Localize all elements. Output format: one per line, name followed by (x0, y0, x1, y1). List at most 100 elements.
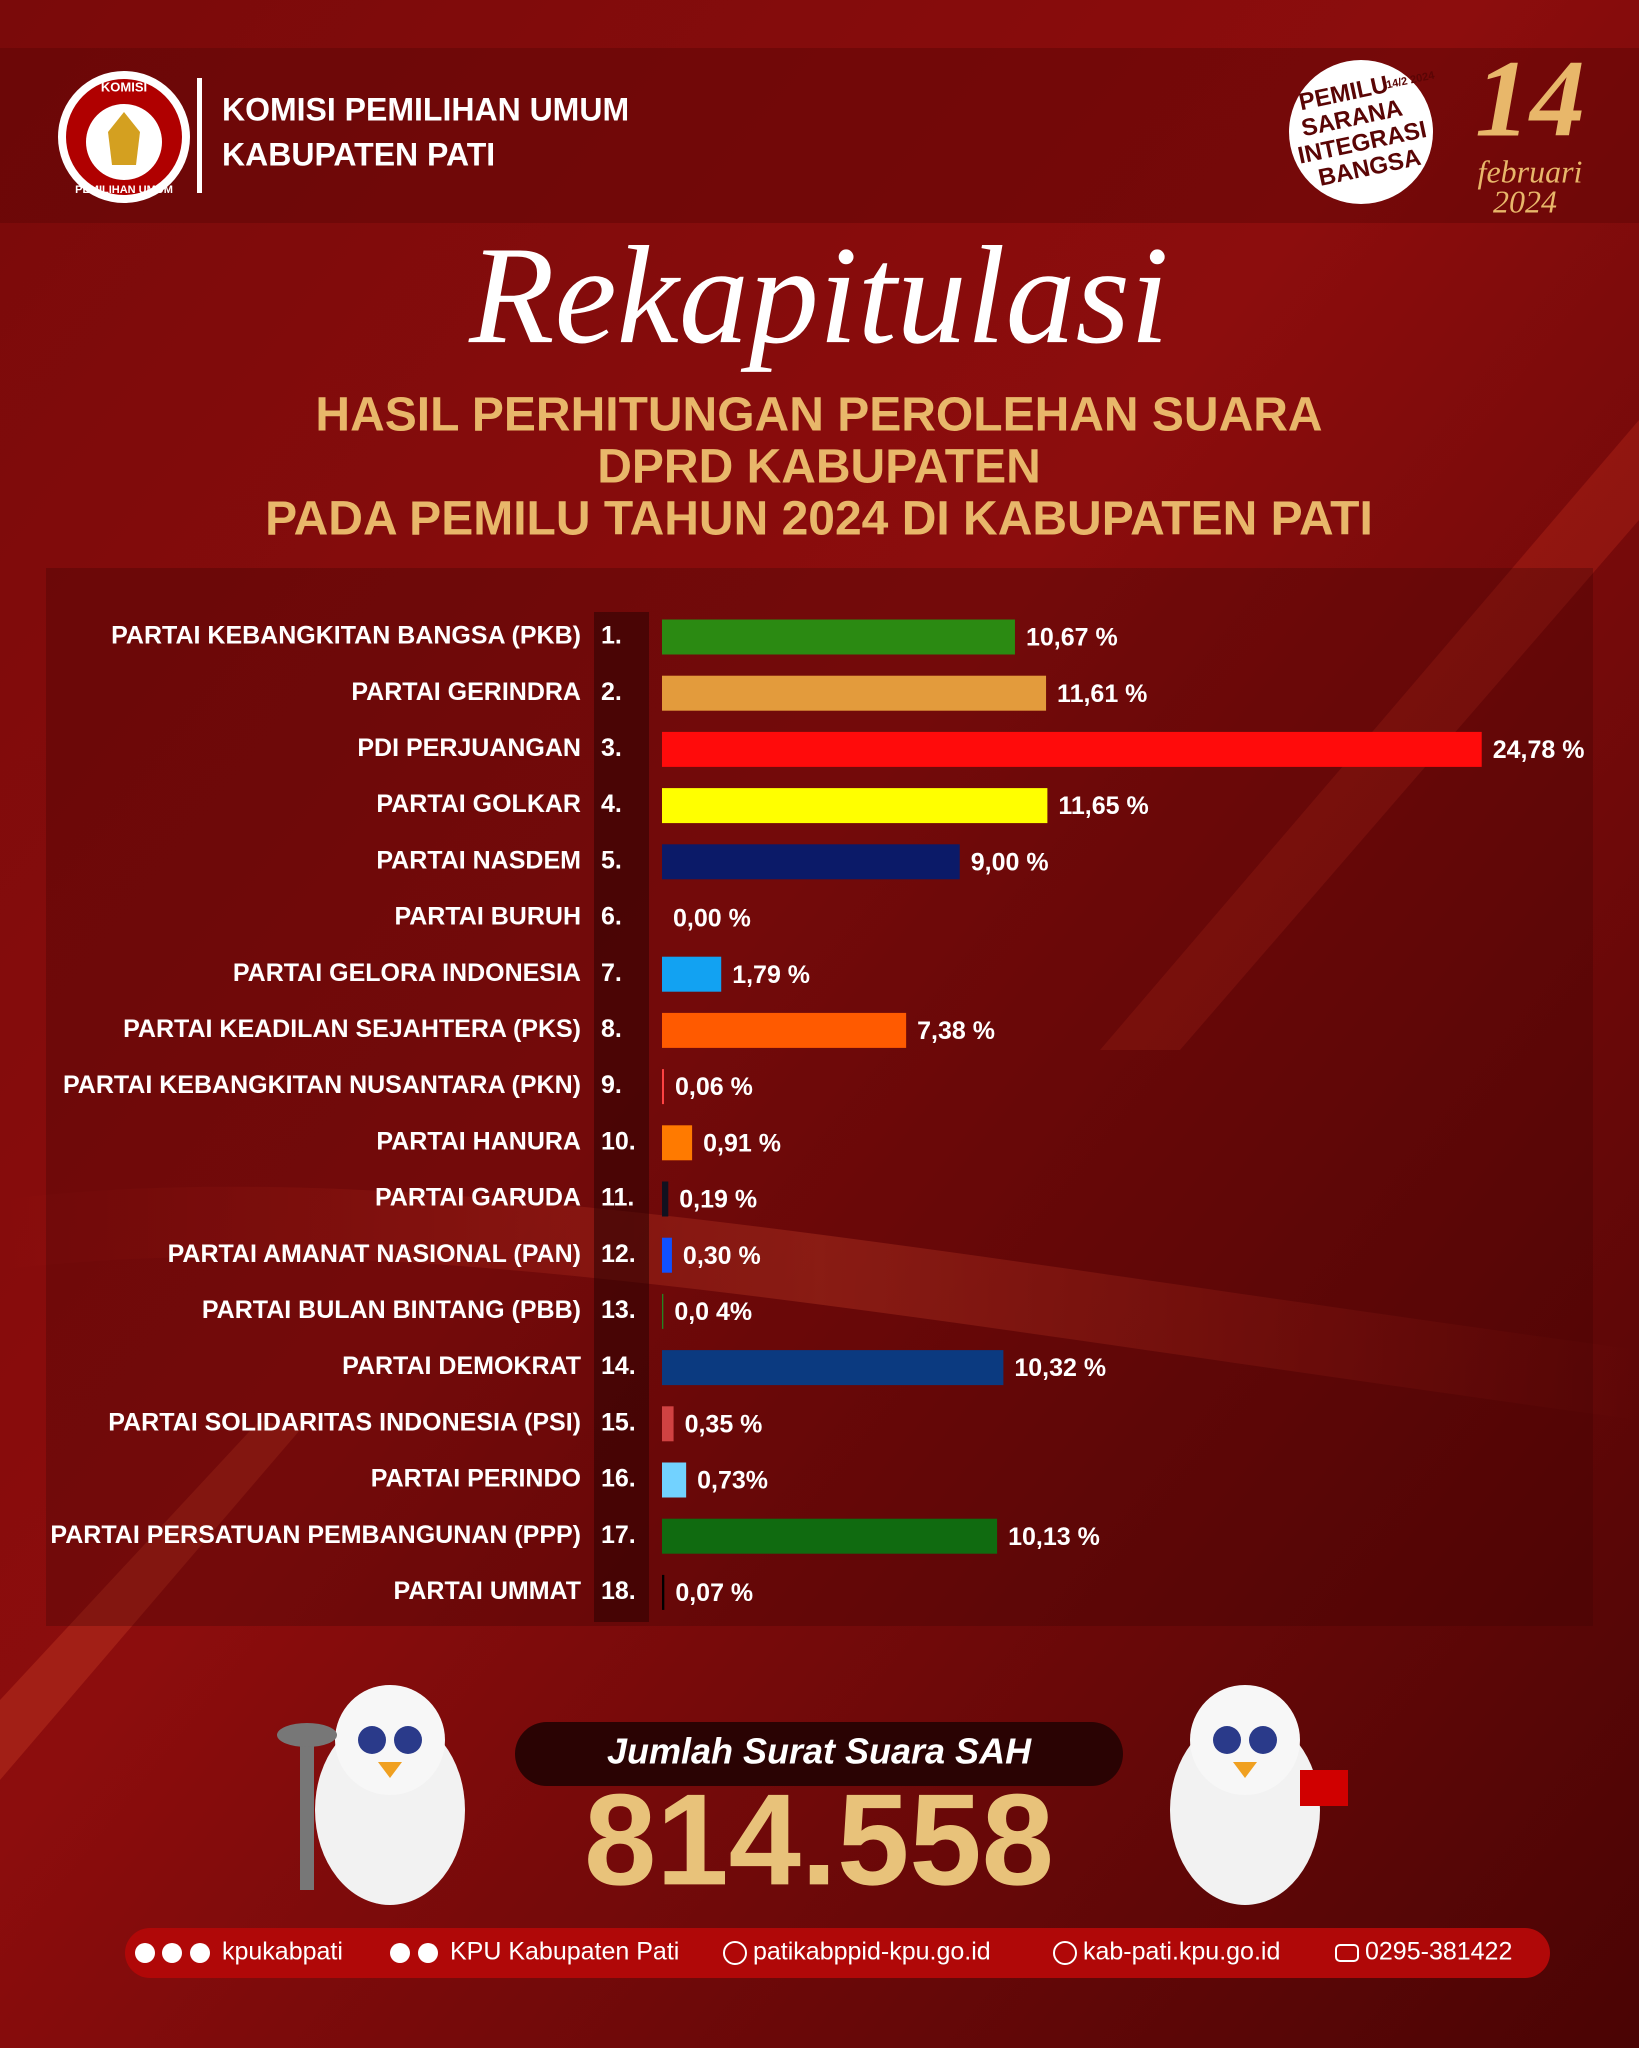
value-label: 11,61 % (1057, 680, 1147, 708)
category-label: PARTAI BURUH (394, 903, 581, 931)
category-label: PARTAI BULAN BINTANG (PBB) (202, 1296, 581, 1324)
value-label: 0,00 % (673, 905, 751, 933)
category-label: PARTAI GOLKAR (376, 790, 581, 818)
footer-bar (125, 1928, 1550, 1978)
value-label: 10,32 % (1014, 1354, 1106, 1382)
value-label: 0,91 % (703, 1129, 781, 1157)
total-pill (515, 1722, 1123, 1786)
footer-text: kpukabpati (222, 1938, 343, 1966)
rank-label: 3. (601, 734, 622, 762)
category-label: PARTAI GELORA INDONESIA (233, 959, 581, 987)
value-label: 0,73% (697, 1467, 768, 1495)
decor-sweep (0, 1186, 1639, 1420)
rank-label: 2. (601, 678, 622, 706)
rank-label: 16. (601, 1465, 636, 1493)
category-label: PARTAI GERINDRA (351, 678, 581, 706)
category-label: PARTAI KEADILAN SEJAHTERA (PKS) (123, 1015, 581, 1043)
category-label: PARTAI UMMAT (394, 1577, 581, 1605)
rank-label: 5. (601, 846, 622, 874)
category-label: PARTAI DEMOKRAT (342, 1352, 581, 1380)
category-label: PARTAI KEBANGKITAN NUSANTARA (PKN) (63, 1071, 581, 1099)
category-label: PDI PERJUANGAN (357, 734, 581, 762)
date-month: februari (1478, 153, 1583, 189)
footer-icons (135, 1941, 1359, 1965)
footer-text: 0295-381422 (1365, 1938, 1512, 1966)
date-year: 2024 (1493, 183, 1557, 219)
bar (662, 1293, 664, 1329)
bar-chart: PARTAI KEBANGKITAN BANGSA (PKB) 1. 10,67 %… (50, 619, 1585, 1610)
rank-label: 10. (601, 1127, 636, 1155)
rank-column (594, 612, 649, 1622)
rank-label: 6. (601, 903, 622, 931)
bar (662, 619, 1015, 655)
bar (662, 956, 722, 992)
mascot-left (277, 1685, 465, 1905)
bar (662, 1462, 687, 1498)
rank-label: 11. (601, 1184, 634, 1212)
category-label: PARTAI SOLIDARITAS INDONESIA (PSI) (108, 1408, 581, 1436)
org-name: KOMISI PEMILIHAN UMUM (222, 91, 629, 127)
bar (662, 1574, 665, 1610)
rank-label: 13. (601, 1296, 636, 1324)
decor-beam (0, 1420, 300, 1780)
rank-label: 9. (601, 1071, 622, 1099)
bar (662, 1069, 664, 1105)
bar (662, 1518, 998, 1554)
date-day: 14 (1475, 37, 1585, 159)
footer-text: kab-pati.kpu.go.id (1083, 1938, 1280, 1966)
rank-label: 7. (601, 959, 622, 987)
value-label: 9,00 % (971, 848, 1049, 876)
bar (662, 1237, 672, 1273)
value-label: 0,0 4% (674, 1298, 752, 1326)
bar (662, 675, 1047, 711)
title: Rekapitulasi (468, 218, 1169, 373)
rank-label: 4. (601, 790, 622, 818)
rank-label: 17. (601, 1521, 636, 1549)
value-label: 0,30 % (683, 1242, 761, 1270)
bar (662, 1012, 907, 1048)
total-value: 814.558 (584, 1766, 1054, 1912)
value-label: 0,35 % (685, 1410, 763, 1438)
logo-emblem (108, 112, 140, 165)
logo-text: KOMISI (101, 79, 147, 94)
rank-label: 14. (601, 1352, 636, 1380)
rank-label: 8. (601, 1015, 622, 1043)
category-label: PARTAI PERINDO (371, 1465, 581, 1493)
badge (1289, 60, 1433, 204)
bar (662, 731, 1482, 767)
value-label: 10,13 % (1008, 1523, 1100, 1551)
divider (197, 78, 202, 193)
value-label: 10,67 % (1026, 624, 1118, 652)
mascot-right (1170, 1685, 1348, 1905)
org-name: KABUPATEN PATI (222, 136, 495, 172)
category-label: PARTAI HANURA (376, 1127, 581, 1155)
category-label: PARTAI GARUDA (375, 1184, 581, 1212)
value-label: 1,79 % (732, 961, 810, 989)
bar (662, 788, 1048, 824)
value-label: 11,65 % (1058, 792, 1148, 820)
category-label: PARTAI PERSATUAN PEMBANGUNAN (PPP) (50, 1521, 581, 1549)
category-label: PARTAI KEBANGKITAN BANGSA (PKB) (111, 622, 581, 650)
rank-label: 15. (601, 1408, 636, 1436)
value-label: 0,07 % (675, 1579, 753, 1607)
value-label: 7,38 % (917, 1017, 995, 1045)
category-label: PARTAI NASDEM (376, 846, 581, 874)
rank-label: 12. (601, 1240, 636, 1268)
rank-label: 18. (601, 1577, 636, 1605)
footer-text: patikabppid-kpu.go.id (753, 1938, 991, 1966)
bar (662, 844, 960, 880)
footer-text: KPU Kabupaten Pati (450, 1938, 679, 1966)
subtitle: HASIL PERHITUNGAN PEROLEHAN SUARA (315, 389, 1322, 442)
category-label: PARTAI AMANAT NASIONAL (PAN) (168, 1240, 581, 1268)
value-label: 0,19 % (679, 1186, 757, 1214)
bar (662, 1350, 1004, 1386)
bar (662, 1406, 674, 1442)
bar (662, 1181, 669, 1217)
rank-label: 1. (601, 622, 622, 650)
value-label: 0,06 % (675, 1073, 753, 1101)
value-label: 24,78 % (1493, 736, 1585, 764)
subtitle: DPRD KABUPATEN (597, 441, 1041, 494)
bar (662, 1125, 693, 1161)
